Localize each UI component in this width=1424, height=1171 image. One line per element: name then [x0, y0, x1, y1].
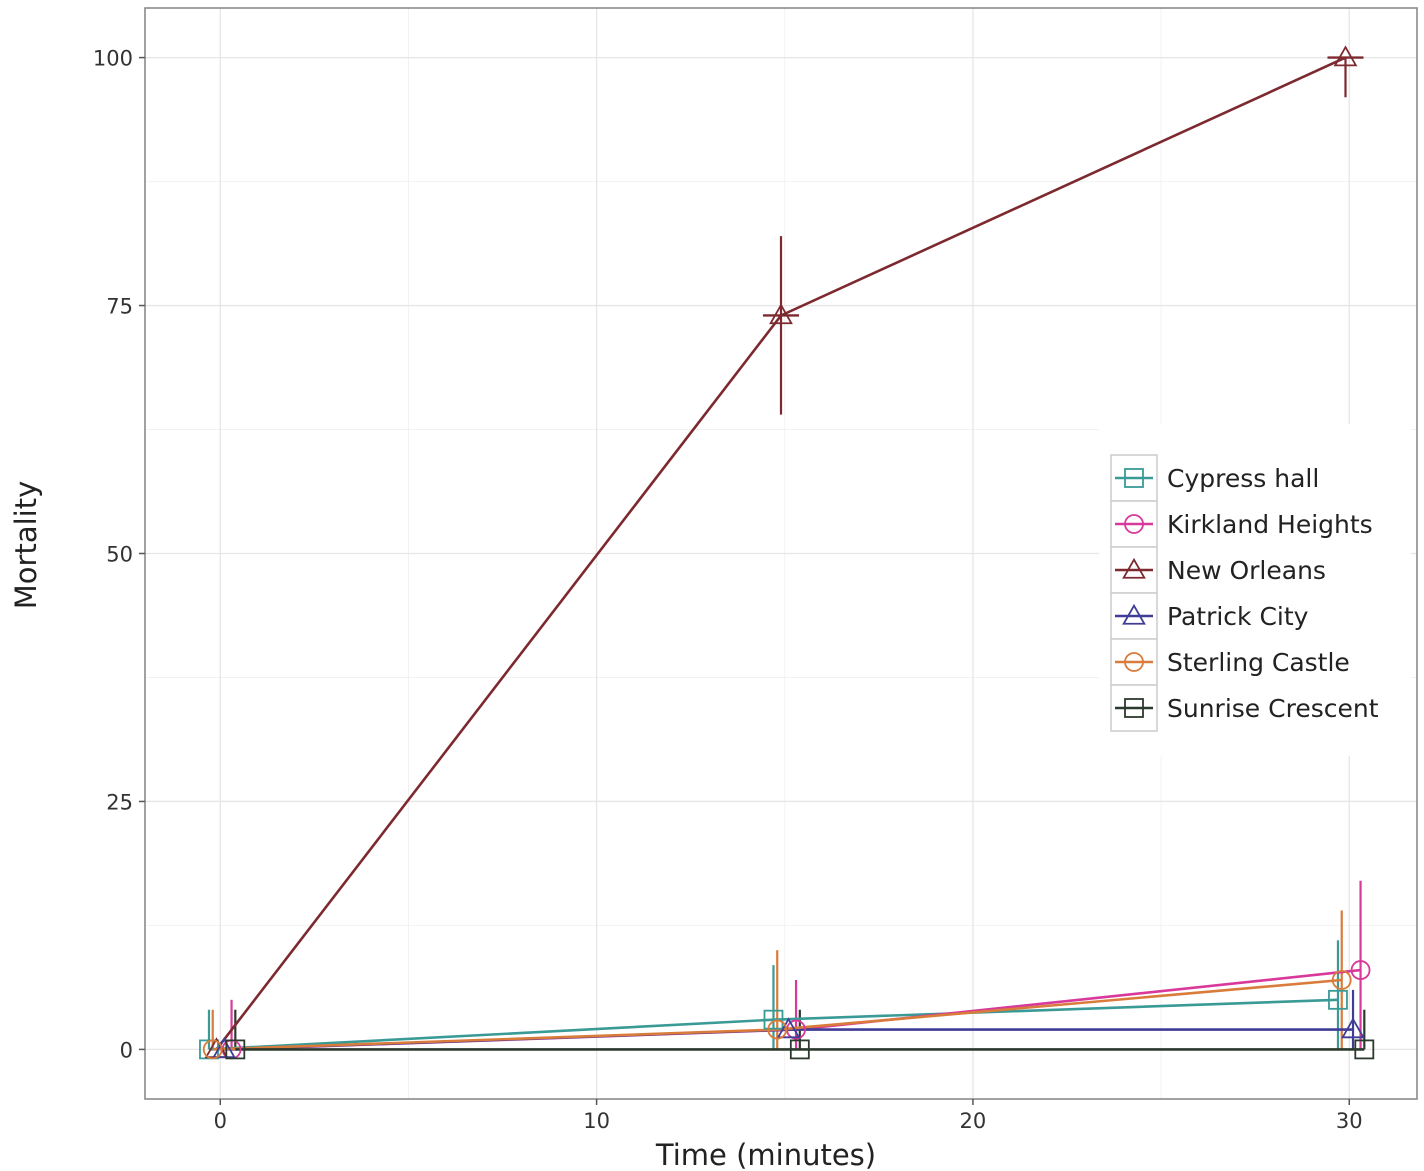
series-line-sterling-castle — [212, 978, 1342, 1051]
data-point-patrick-city — [1341, 1017, 1365, 1039]
data-point-cypress-hall — [763, 1009, 784, 1030]
data-point-sunrise-crescent — [225, 1039, 246, 1060]
data-point-sunrise-crescent — [1354, 1039, 1375, 1060]
legend-marker-new-orleans — [1122, 557, 1146, 579]
legend-label-new-orleans: New Orleans — [1167, 556, 1326, 585]
data-point-sterling-castle — [202, 1039, 223, 1060]
legend-label-cypress-hall: Cypress hall — [1167, 464, 1319, 493]
legend-marker-cypress-hall — [1124, 468, 1144, 488]
data-point-cypress-hall — [1328, 989, 1348, 1010]
x-tick-label: 30 — [1336, 1109, 1363, 1133]
legend: Cypress hall Kirkland Heights New Orleans P… — [1099, 424, 1411, 756]
x-tick-label: 20 — [960, 1109, 987, 1133]
legend-label-sunrise-crescent: Sunrise Crescent — [1167, 694, 1379, 723]
legend-marker-sterling-castle — [1124, 652, 1144, 672]
y-tick-label: 0 — [120, 1038, 133, 1062]
legend-label-patrick-city: Patrick City — [1167, 602, 1309, 631]
legend-marker-kirkland-heights — [1124, 514, 1144, 534]
axes: 0 10 20 30 0 25 50 75 100 — [93, 47, 1363, 1133]
legend-label-sterling-castle: Sterling Castle — [1167, 648, 1350, 677]
y-axis-title: Mortality — [9, 481, 43, 609]
data-markers — [199, 45, 1375, 1060]
series-line-cypress-hall — [208, 998, 1339, 1051]
y-tick-label: 75 — [106, 295, 133, 319]
y-tick-label: 25 — [106, 790, 133, 814]
data-point-patrick-city — [212, 1037, 236, 1059]
data-point-sterling-castle — [1331, 970, 1352, 990]
data-point-sunrise-crescent — [789, 1039, 810, 1060]
legend-marker-patrick-city — [1122, 603, 1146, 625]
data-point-patrick-city — [776, 1017, 801, 1039]
error-bars — [207, 57, 1366, 1050]
x-axis-title: Time (minutes) — [655, 1138, 876, 1171]
legend-label-kirkland-heights: Kirkland Heights — [1167, 510, 1373, 539]
legend-marker-sunrise-crescent — [1124, 698, 1144, 718]
x-tick-label: 10 — [583, 1109, 610, 1133]
x-tick-label: 0 — [214, 1109, 227, 1133]
y-tick-label: 100 — [93, 47, 133, 71]
data-point-new-orleans — [769, 303, 793, 325]
data-point-sterling-castle — [767, 1019, 788, 1040]
data-point-kirkland-heights — [1350, 960, 1371, 980]
data-point-new-orleans — [1333, 45, 1358, 67]
y-tick-label: 50 — [106, 543, 133, 567]
